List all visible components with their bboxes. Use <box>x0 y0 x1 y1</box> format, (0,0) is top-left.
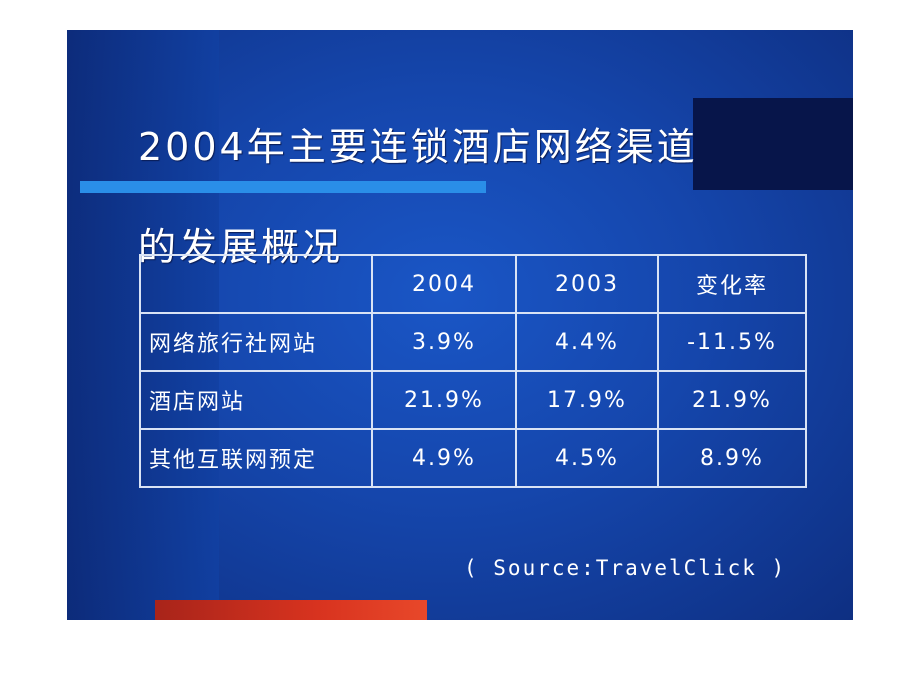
cell-change-rate: 8.9% <box>657 428 807 488</box>
source-note: ( Source:TravelClick ) <box>464 556 787 580</box>
cell-2003: 4.4% <box>515 312 659 372</box>
row-label: 酒店网站 <box>139 370 373 430</box>
cell-2003: 17.9% <box>515 370 659 430</box>
channel-table: 2004 2003 变化率 网络旅行社网站 3.9% 4.4% -11.5% 酒… <box>139 254 807 488</box>
header-cell-empty <box>139 254 373 314</box>
title-line-1: 2004年主要连锁酒店网络渠道 <box>138 125 698 169</box>
cell-change-rate: 21.9% <box>657 370 807 430</box>
cell-2004: 21.9% <box>371 370 517 430</box>
header-cell-2003: 2003 <box>515 254 659 314</box>
header-cell-change-rate: 变化率 <box>657 254 807 314</box>
right-dark-band <box>693 98 853 190</box>
cell-2004: 3.9% <box>371 312 517 372</box>
table-header-row: 2004 2003 变化率 <box>139 254 807 314</box>
header-cell-2004: 2004 <box>371 254 517 314</box>
cell-2003: 4.5% <box>515 428 659 488</box>
row-label: 其他互联网预定 <box>139 428 373 488</box>
row-label: 网络旅行社网站 <box>139 312 373 372</box>
table-row: 其他互联网预定 4.9% 4.5% 8.9% <box>139 428 807 488</box>
cell-2004: 4.9% <box>371 428 517 488</box>
title-underline <box>80 181 486 193</box>
bottom-accent-bar <box>155 600 427 620</box>
cell-change-rate: -11.5% <box>657 312 807 372</box>
table-row: 网络旅行社网站 3.9% 4.4% -11.5% <box>139 312 807 372</box>
table-row: 酒店网站 21.9% 17.9% 21.9% <box>139 370 807 430</box>
